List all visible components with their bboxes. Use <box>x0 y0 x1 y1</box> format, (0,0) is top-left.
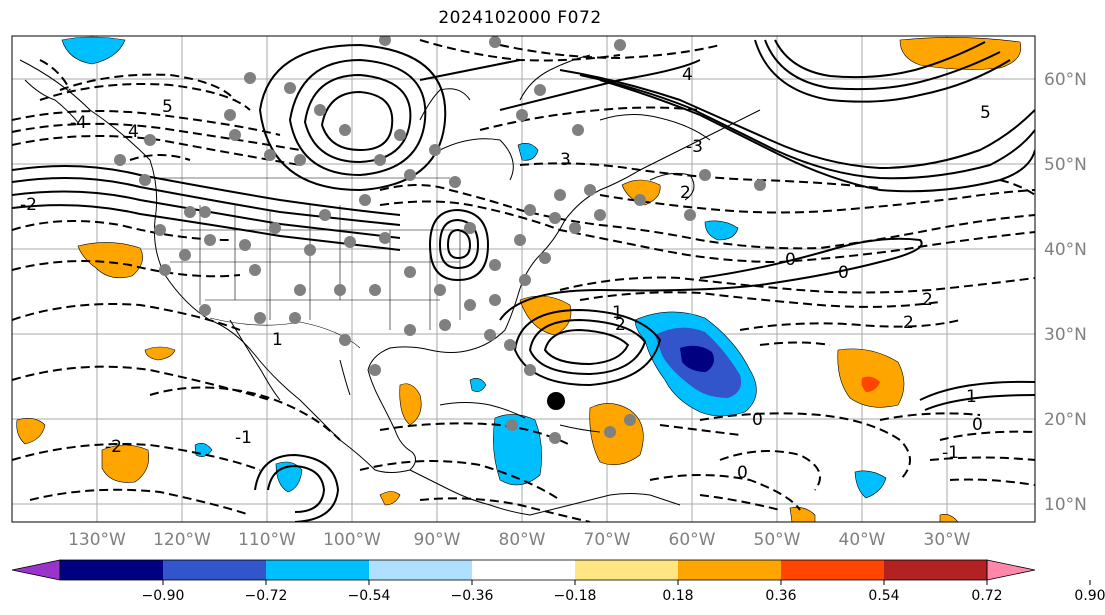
colorbar-segment <box>678 560 781 580</box>
contour-label: 5 <box>980 103 991 123</box>
contour-label: 0 <box>972 415 983 435</box>
lat-label: 50°N <box>1044 155 1087 175</box>
contour-labels: 5 4 3 2 1 0 0 -1 -2 -3 -4 5 4 1 0 0 -1 2… <box>20 65 991 483</box>
contour-label: -2 <box>105 437 122 457</box>
lon-label: 100°W <box>323 530 381 550</box>
contour-label: 2 <box>922 290 933 310</box>
contour-label: 0 <box>838 263 849 283</box>
contour-label: 1 <box>612 303 623 323</box>
colorbar-segment <box>884 560 987 580</box>
colorbar-tick-label: 0.90 <box>1074 588 1105 604</box>
strong-positive-anomaly <box>861 376 880 392</box>
colorbar-segments <box>60 560 987 580</box>
contour-label: 0 <box>752 410 763 430</box>
colorbar-segment <box>60 560 163 580</box>
contour-label: 3 <box>560 150 571 170</box>
lon-label: 110°W <box>238 530 296 550</box>
colorbar-segment <box>472 560 575 580</box>
colorbar-tick-label: 0.54 <box>868 588 899 604</box>
colorbar-tick-label: 0.36 <box>765 588 796 604</box>
contour-label: 0 <box>785 250 796 270</box>
colorbar-segment <box>163 560 266 580</box>
strong-negative-anomaly <box>680 345 714 372</box>
colorbar-tick-label: −0.36 <box>451 588 494 604</box>
colorbar-segment <box>781 560 884 580</box>
contour-label: -1 <box>235 428 252 448</box>
contour-label: 4 <box>682 65 693 85</box>
lat-label: 10°N <box>1044 495 1087 515</box>
colorbar-segment <box>369 560 472 580</box>
contour-label: 0 <box>737 463 748 483</box>
colorbar-tick-label: 0.72 <box>971 588 1002 604</box>
contour-label: 2 <box>680 183 691 203</box>
lon-label: 50°W <box>754 530 801 550</box>
station-dots <box>114 36 766 444</box>
colorbar-segment <box>575 560 678 580</box>
lon-label: 40°W <box>839 530 886 550</box>
contour-label: -3 <box>686 137 703 157</box>
contour-label: 4 <box>128 122 139 142</box>
lon-label: 60°W <box>669 530 716 550</box>
lat-label: 40°N <box>1044 240 1087 260</box>
lon-label: 120°W <box>153 530 211 550</box>
colorbar-segment <box>266 560 369 580</box>
colorbar-ticks: −0.90 −0.72 −0.54 −0.36 −0.18 0.18 0.36 0.54 0.7… <box>142 580 1105 604</box>
colorbar-extend-low <box>11 559 61 581</box>
contour-label: 2 <box>903 313 914 333</box>
map-border <box>11 35 1036 523</box>
lon-label: 30°W <box>924 530 971 550</box>
latitude-axis: 60°N 50°N 40°N 30°N 20°N 10°N <box>1044 70 1087 515</box>
lon-label: 70°W <box>584 530 631 550</box>
contour-label: 5 <box>162 97 173 117</box>
contour-label: -1 <box>942 443 959 463</box>
lon-label: 80°W <box>499 530 546 550</box>
lon-label: 90°W <box>414 530 461 550</box>
map-title: 2024102000 F072 <box>438 8 602 28</box>
contour-label: -2 <box>20 195 37 215</box>
colorbar-extend-high <box>986 559 1036 581</box>
longitude-axis: 130°W 120°W 110°W 100°W 90°W 80°W 70°W 6… <box>68 530 971 550</box>
colorbar-outline <box>59 559 988 581</box>
contour-label: -4 <box>70 113 87 133</box>
contour-label: 1 <box>966 387 977 407</box>
colorbar-tick-label: −0.72 <box>245 588 288 604</box>
lon-label: 130°W <box>68 530 126 550</box>
colorbar-tick-label: −0.18 <box>554 588 597 604</box>
contour-label: 1 <box>272 330 283 350</box>
colorbar-tick-label: −0.54 <box>348 588 391 604</box>
contour-label: 2 <box>615 315 626 335</box>
lat-label: 30°N <box>1044 325 1087 345</box>
center-marker <box>547 392 565 410</box>
lat-label: 20°N <box>1044 410 1087 430</box>
colorbar: −0.90 −0.72 −0.54 −0.36 −0.18 0.18 0.36 0.54 0.7… <box>11 559 1105 604</box>
negative-contours <box>12 39 1035 522</box>
colorbar-tick-label: 0.18 <box>662 588 693 604</box>
colorbar-tick-label: −0.90 <box>142 588 185 604</box>
lat-label: 60°N <box>1044 70 1087 90</box>
